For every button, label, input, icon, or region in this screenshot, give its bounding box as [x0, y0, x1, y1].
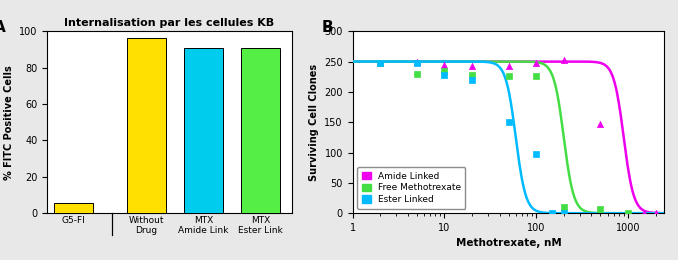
- Point: [466, 73, 477, 77]
- Bar: [54, 203, 93, 213]
- Point: [412, 60, 422, 64]
- Point: [439, 62, 450, 67]
- Point: [503, 120, 514, 124]
- Point: [412, 61, 422, 65]
- Point: [439, 73, 450, 77]
- Point: [439, 69, 450, 73]
- Point: [595, 207, 605, 211]
- Y-axis label: % FITC Positive Cells: % FITC Positive Cells: [4, 65, 14, 180]
- Point: [375, 61, 386, 65]
- X-axis label: Methotrexate, nM: Methotrexate, nM: [456, 238, 561, 249]
- Point: [531, 74, 542, 78]
- Bar: [184, 48, 223, 213]
- Y-axis label: Surviving Cell Clones: Surviving Cell Clones: [308, 64, 319, 181]
- Point: [559, 205, 570, 209]
- Point: [547, 211, 558, 215]
- Title: Internalisation par les cellules KB: Internalisation par les cellules KB: [64, 18, 275, 28]
- Point: [595, 122, 605, 126]
- Point: [375, 61, 386, 66]
- Point: [466, 64, 477, 68]
- Point: [531, 152, 542, 156]
- Point: [503, 74, 514, 78]
- Legend: Amide Linked, Free Methotrexate, Ester Linked: Amide Linked, Free Methotrexate, Ester L…: [357, 167, 466, 209]
- Bar: [241, 48, 280, 213]
- Bar: [127, 38, 165, 213]
- Point: [639, 211, 650, 215]
- Point: [559, 58, 570, 62]
- Text: A: A: [0, 20, 5, 35]
- Point: [531, 61, 542, 66]
- Text: B: B: [321, 20, 333, 35]
- Point: [412, 72, 422, 76]
- Point: [466, 78, 477, 82]
- Point: [375, 61, 386, 65]
- Point: [650, 211, 661, 215]
- Point: [503, 64, 514, 68]
- Point: [559, 211, 570, 215]
- Point: [622, 211, 633, 215]
